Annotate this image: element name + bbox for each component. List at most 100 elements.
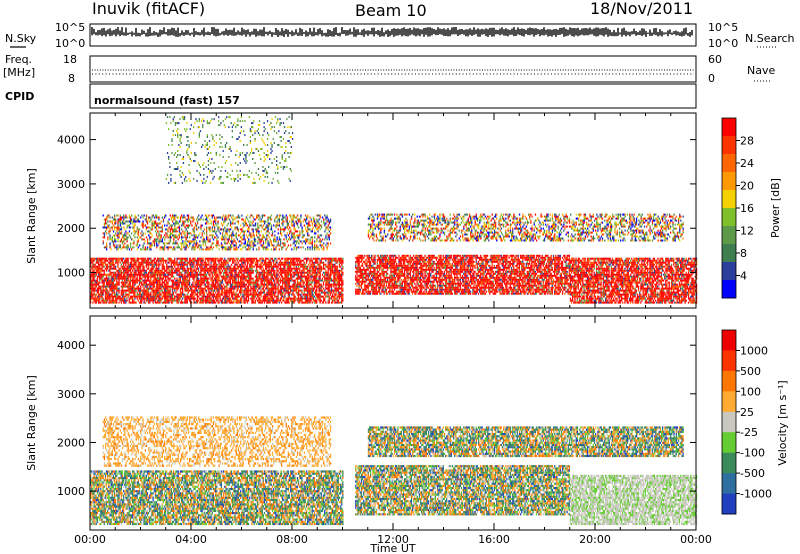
echo-cell: [411, 286, 414, 289]
echo-cell: [112, 273, 114, 276]
echo-cell: [312, 257, 314, 260]
echo-cell: [146, 293, 149, 296]
echo-cell: [204, 287, 207, 290]
echo-cell: [325, 263, 327, 266]
echo-cell: [390, 286, 392, 289]
echo-cell: [391, 284, 393, 287]
echo-cell: [182, 291, 184, 294]
echo-cell: [327, 295, 329, 298]
echo-cell: [365, 262, 367, 265]
echo-cell: [304, 283, 307, 286]
echo-cell: [287, 271, 289, 274]
echo-cell: [319, 269, 321, 272]
echo-cell: [419, 262, 422, 265]
echo-cell: [219, 259, 221, 262]
echo-cell: [234, 287, 236, 290]
echo-cell: [176, 263, 178, 266]
echo-cell: [419, 278, 422, 281]
echo-cell: [147, 263, 150, 266]
echo-cell: [183, 283, 185, 286]
echo-cell: [398, 260, 400, 263]
echo-cell: [205, 301, 208, 304]
echo-cell: [315, 283, 317, 286]
echo-cell: [270, 261, 272, 264]
echo-cell: [204, 299, 207, 302]
echo-cell: [232, 267, 234, 270]
echo-cell: [208, 293, 210, 296]
echo-cell: [163, 269, 166, 272]
echo-cell: [342, 293, 344, 296]
echo-cell: [286, 261, 288, 264]
echo-cell: [268, 301, 270, 304]
echo-cell: [105, 299, 108, 302]
echo-cell: [292, 289, 294, 292]
echo-cell: [269, 259, 271, 262]
echo-cell: [423, 286, 425, 289]
echo-cell: [261, 261, 263, 264]
echo-cell: [116, 275, 118, 278]
echo-cell: [188, 281, 191, 284]
echo-cell: [421, 274, 423, 277]
echo-cell: [425, 268, 427, 271]
echo-cell: [193, 291, 195, 294]
echo-cell: [157, 299, 159, 302]
echo-cell: [389, 262, 391, 265]
echo-cell: [205, 275, 208, 278]
echo-cell: [379, 290, 381, 293]
echo-cell: [341, 271, 343, 274]
echo-cell: [407, 284, 409, 287]
echo-cell: [105, 265, 108, 268]
echo-cell: [300, 297, 302, 300]
echo-cell: [152, 295, 154, 298]
echo-cell: [333, 263, 335, 266]
echo-cell: [392, 292, 394, 295]
echo-cell: [98, 287, 100, 290]
echo-cell: [368, 282, 371, 285]
echo-cell: [226, 265, 228, 268]
echo-cell: [147, 265, 150, 268]
echo-cell: [204, 271, 207, 274]
echo-cell: [213, 279, 216, 282]
echo-cell: [132, 283, 134, 286]
echo-cell: [235, 297, 237, 300]
echo-cell: [144, 257, 146, 260]
echo-cell: [358, 286, 360, 289]
echo-cell: [416, 288, 418, 291]
echo-cell: [199, 273, 201, 276]
echo-cell: [394, 292, 397, 295]
echo-cell: [195, 299, 197, 302]
echo-cell: [311, 285, 313, 288]
echo-cell: [301, 277, 303, 280]
echo-cell: [201, 295, 203, 298]
echo-cell: [337, 257, 339, 260]
echo-cell: [267, 263, 269, 266]
echo-cell: [91, 279, 93, 282]
echo-cell: [407, 270, 409, 273]
echo-cell: [299, 301, 301, 304]
echo-cell: [398, 270, 400, 273]
echo-cell: [230, 277, 233, 280]
echo-cell: [297, 293, 300, 296]
echo-cell: [113, 299, 116, 302]
echo-cell: [108, 297, 110, 300]
echo-cell: [219, 257, 221, 260]
echo-cell: [373, 274, 375, 277]
echo-cell: [421, 254, 423, 257]
echo-cell: [160, 277, 162, 280]
echo-cell: [176, 281, 178, 284]
echo-cell: [123, 291, 125, 294]
echo-cell: [93, 269, 95, 272]
echo-cell: [401, 268, 403, 271]
echo-cell: [244, 289, 246, 292]
echo-cell: [307, 259, 309, 262]
echo-cell: [221, 261, 224, 264]
echo-cell: [318, 265, 320, 268]
echo-cell: [328, 273, 330, 276]
echo-cell: [207, 301, 209, 304]
echo-cell: [165, 299, 167, 302]
echo-cell: [246, 263, 249, 266]
echo-cell: [142, 293, 144, 296]
echo-cell: [194, 297, 196, 300]
echo-cell: [210, 293, 212, 296]
echo-cell: [124, 295, 126, 298]
